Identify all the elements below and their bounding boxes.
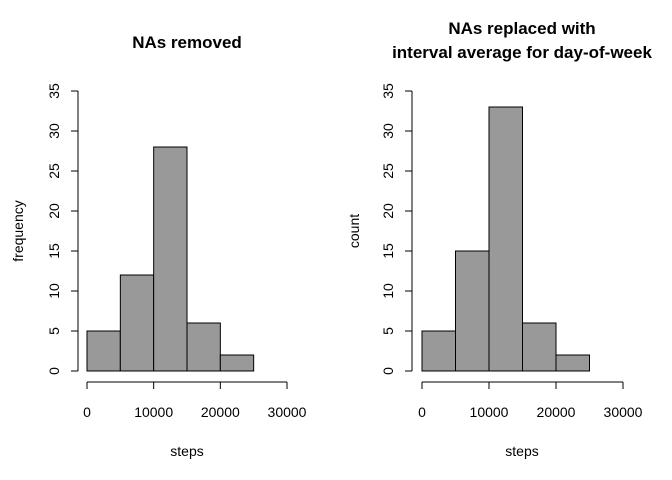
y-tick-label: 30 [380, 123, 396, 139]
y-tick-label: 25 [46, 163, 62, 179]
x-tick-label: 30000 [268, 404, 307, 420]
histogram-bar [119, 274, 155, 372]
histogram-panel-na-removed: NAs removed 0 10000 20000 30000 0 5 10 15 20 25 30 3… [10, 33, 307, 459]
chart-title-line: interval average for day-of-week [392, 43, 652, 62]
histogram-bar [186, 322, 221, 372]
histogram-bar [153, 146, 188, 372]
chart-title: NAs removed [132, 33, 242, 52]
histogram-bar [455, 250, 490, 372]
y-tick-label: 15 [46, 243, 62, 259]
y-tick-label: 10 [380, 283, 396, 299]
histogram-bar [219, 354, 255, 372]
histogram-bar [555, 354, 590, 372]
chart-title-line: NAs replaced with [448, 19, 595, 38]
x-tick-label: 30000 [604, 404, 643, 420]
histogram-bar [86, 330, 121, 372]
y-tick-label: 5 [380, 327, 396, 335]
histogram-bar [522, 322, 557, 372]
chart-title-line: NAs removed [132, 33, 242, 52]
y-tick-label: 20 [380, 203, 396, 219]
y-axis-label: frequency [10, 200, 26, 261]
y-axis-label: count [346, 214, 362, 248]
histogram-panel-na-replaced: NAs replaced with interval average for da… [346, 19, 652, 459]
y-tick-label: 20 [46, 203, 62, 219]
x-tick-label: 20000 [537, 404, 576, 420]
x-tick-label: 10000 [134, 404, 173, 420]
x-tick-label: 20000 [201, 404, 240, 420]
y-tick-label: 10 [46, 283, 62, 299]
histogram-bar [421, 330, 456, 372]
y-tick-label: 0 [380, 367, 396, 375]
x-tick-label: 0 [418, 404, 426, 420]
x-axis-label: steps [170, 443, 203, 459]
x-tick-label: 0 [83, 404, 91, 420]
y-tick-label: 0 [46, 367, 62, 375]
y-tick-label: 5 [46, 327, 62, 335]
y-tick-label: 30 [46, 123, 62, 139]
y-tick-label: 35 [46, 83, 62, 99]
y-tick-label: 35 [380, 83, 396, 99]
y-tick-label: 15 [380, 243, 396, 259]
x-tick-label: 10000 [470, 404, 509, 420]
chart-title: NAs replaced with interval average for da… [392, 19, 652, 62]
y-tick-label: 25 [380, 163, 396, 179]
histogram-bar [488, 106, 523, 372]
x-axis-label: steps [505, 443, 538, 459]
